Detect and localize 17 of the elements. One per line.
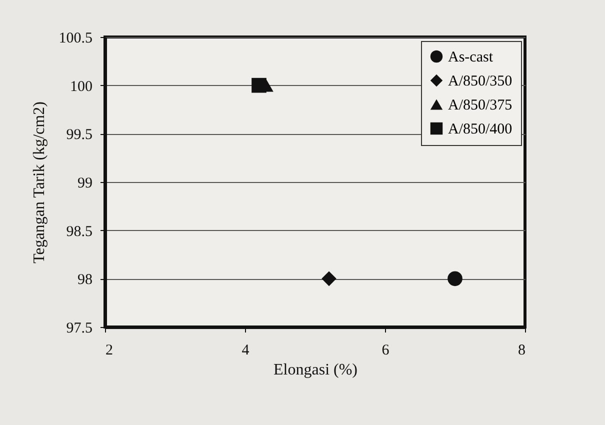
y-tick-label: 100.5 (58, 30, 92, 46)
x-tick-label: 8 (518, 342, 526, 358)
y-tick-label: 99 (78, 176, 92, 192)
y-tick-label: 98 (78, 272, 92, 288)
legend-label: A/850/375 (448, 98, 512, 114)
legend-label: As-cast (448, 50, 494, 66)
x-tick-label: 6 (382, 342, 390, 358)
y-tick-label: 97.5 (66, 320, 92, 336)
y-tick-label: 100 (70, 78, 92, 95)
legend-label: A/850/400 (448, 122, 512, 138)
x-axis-title: Elongasi (%) (274, 362, 358, 378)
legend-label: A/850/350 (448, 74, 512, 90)
y-tick-label: 99.5 (66, 127, 92, 144)
y-axis-title: Tegangan Tarik (kg/cm2) (30, 102, 48, 264)
x-tick-label: 4 (242, 342, 250, 358)
y-tick-label: 98.5 (66, 224, 92, 240)
x-tick-label: 2 (106, 342, 113, 358)
